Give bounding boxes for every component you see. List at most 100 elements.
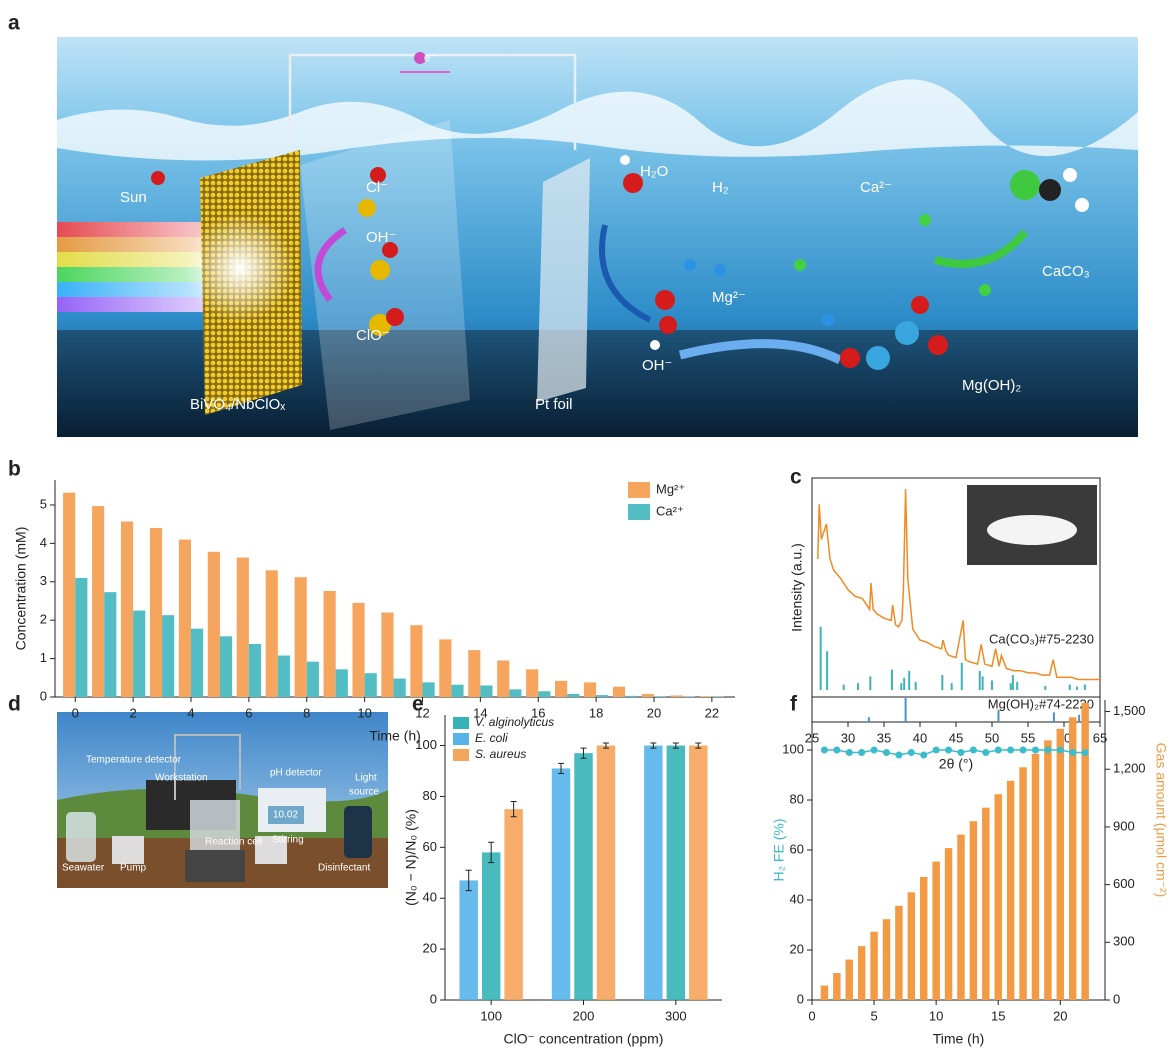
x-tick-label: 20 — [647, 705, 661, 720]
photo-pump — [112, 836, 144, 864]
y-tick-label: 100 — [782, 741, 804, 756]
x-tick-label: 200 — [573, 1008, 595, 1023]
y-tick-label: 1,500 — [1113, 703, 1146, 718]
y-axis-label: (N₀ − N)/N₀ (%) — [403, 809, 419, 906]
y-tick-label: 5 — [40, 496, 47, 511]
bar — [324, 591, 336, 697]
legend-label: V. alginolyticus — [475, 715, 554, 729]
photo-bottle — [344, 806, 372, 858]
bar — [957, 835, 964, 1000]
photo-label: Disinfectant — [318, 863, 370, 874]
fe-point — [1069, 749, 1076, 756]
bar — [821, 986, 828, 1000]
y-tick-label: 0 — [797, 991, 804, 1006]
y-axis-label: H₂ FE (%) — [771, 819, 787, 882]
illustration-label: e⁻ — [424, 52, 436, 64]
bar — [92, 506, 104, 697]
bar — [908, 892, 915, 1000]
bar — [509, 689, 521, 697]
y-tick-label: 40 — [423, 890, 437, 905]
figure: e⁻SunCl⁻OH⁻ClO⁻BiVO₄/NbClOₓPt foilH₂OH₂C… — [0, 0, 1174, 1054]
photo-label: Seawater — [62, 863, 105, 874]
bar — [567, 694, 579, 697]
panel-letter: a — [8, 12, 20, 35]
y-tick-label: 60 — [423, 839, 437, 854]
fe-point — [1044, 747, 1051, 754]
y-tick-label: 600 — [1113, 876, 1135, 891]
legend-swatch — [628, 482, 650, 498]
bar — [671, 695, 683, 697]
legend-swatch — [453, 733, 469, 745]
bar — [654, 696, 666, 697]
bar — [584, 682, 596, 697]
x-tick-label: 50 — [985, 730, 999, 745]
bar — [352, 603, 364, 697]
bar — [945, 848, 952, 1000]
x-tick-label: 6 — [245, 705, 252, 720]
fe-point — [883, 749, 890, 756]
x-tick-label: 0 — [72, 705, 79, 720]
photo-label: Stirring — [272, 835, 304, 846]
bar — [468, 650, 480, 697]
y-tick-label: 80 — [790, 791, 804, 806]
bar — [295, 577, 307, 697]
y-tick-label: 60 — [790, 841, 804, 856]
legend-swatch — [453, 717, 469, 729]
legend-swatch — [453, 749, 469, 761]
y-axis-label: Concentration (mM) — [13, 527, 29, 651]
y-tick-label: 40 — [790, 891, 804, 906]
bar — [644, 746, 662, 1000]
fe-point — [1082, 749, 1089, 756]
x-tick-label: 18 — [589, 705, 603, 720]
fe-point — [908, 749, 915, 756]
bar — [422, 682, 434, 697]
legend-label: S. aureus — [475, 747, 526, 761]
x-axis-label: Time (h) — [933, 1031, 985, 1047]
bar — [451, 685, 463, 697]
fe-point — [995, 747, 1002, 754]
illustration-label: ClO⁻ — [356, 327, 390, 344]
bar — [150, 528, 162, 697]
bar — [220, 636, 232, 697]
x-tick-label: 22 — [705, 705, 719, 720]
x-tick-label: 100 — [480, 1008, 502, 1023]
bar — [538, 691, 550, 697]
bar — [1044, 740, 1051, 1000]
illustration-label: CaCO₃ — [1042, 263, 1090, 280]
fe-point — [920, 752, 927, 759]
legend-swatch — [628, 504, 650, 520]
bar — [970, 821, 977, 1000]
panel-letter: b — [8, 458, 21, 481]
illustration-label: Cl⁻ — [366, 179, 388, 196]
x-tick-label: 8 — [303, 705, 310, 720]
bar — [552, 768, 570, 1000]
bar — [920, 877, 927, 1000]
fe-point — [1032, 747, 1039, 754]
x-tick-label: 20 — [1053, 1008, 1067, 1023]
fe-point — [970, 747, 977, 754]
photo-label: source — [349, 787, 379, 798]
bar — [574, 753, 592, 1000]
bar — [133, 611, 145, 697]
bar — [1032, 754, 1039, 1000]
illustration-label: Mg²⁻ — [712, 289, 746, 306]
y2-axis-label: Gas amount (μmol cm⁻²) — [1153, 743, 1169, 898]
bar — [700, 696, 712, 697]
bar — [307, 662, 319, 697]
y-tick-label: 80 — [423, 788, 437, 803]
x-axis-label: Time (h) — [369, 728, 421, 744]
bar — [104, 592, 116, 697]
photo-panel — [57, 712, 388, 888]
photo-label: Temperature detector — [86, 755, 182, 766]
bar — [597, 746, 615, 1000]
photo-label: 10.02 — [273, 810, 298, 821]
illustration-label: BiVO₄/NbClOₓ — [190, 396, 285, 413]
x-tick-label: 0 — [808, 1008, 815, 1023]
illustration-label: OH⁻ — [366, 229, 396, 246]
bar — [932, 862, 939, 1000]
y-tick-label: 1,200 — [1113, 761, 1146, 776]
bar — [365, 673, 377, 697]
x-tick-label: 5 — [870, 1008, 877, 1023]
y-tick-label: 300 — [1113, 934, 1135, 949]
